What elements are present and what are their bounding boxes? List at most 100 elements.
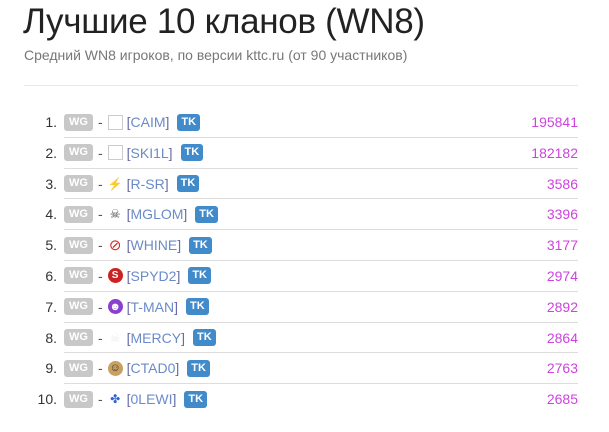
clan-row: 2. WG - [SKI1L] TK 182182 xyxy=(0,138,609,169)
bracket-open: [ xyxy=(126,360,131,377)
clan-tag: R-SR xyxy=(130,175,165,192)
bracket-open: [ xyxy=(126,206,131,223)
tk-badge[interactable]: TK xyxy=(177,113,201,131)
bracket-close: ] xyxy=(172,391,177,408)
clan-row: 10. WG - ✤ [0LEWI] TK 2685 xyxy=(0,384,609,415)
rank: 4. xyxy=(45,206,57,223)
separator: - xyxy=(97,329,103,346)
separator: - xyxy=(97,391,103,408)
clan-tag: 0LEWI xyxy=(130,391,173,408)
bracket-close: ] xyxy=(168,144,173,161)
clan-tag: T-MAN xyxy=(130,298,175,315)
server-badge[interactable]: WG xyxy=(64,329,93,347)
separator: - xyxy=(97,114,103,130)
bracket-open: [ xyxy=(126,144,131,161)
clan-link[interactable]: [0LEWI] xyxy=(127,391,177,407)
tk-badge[interactable]: TK xyxy=(195,205,218,223)
clan-row: 9. WG - ☺ [CTAD0] TK 2763 xyxy=(0,353,609,385)
tk-badge[interactable]: TK xyxy=(188,267,211,285)
wn8-value: 2864 xyxy=(546,329,578,346)
row-divider xyxy=(64,383,578,385)
server-badge[interactable]: WG xyxy=(64,359,93,377)
clan-emblem-lightning-icon: ⚡ xyxy=(107,176,123,191)
clan-row: 6. WG - S [SPYD2] TK 2974 xyxy=(0,261,609,292)
clan-link[interactable]: [CAIM] xyxy=(127,114,170,130)
clan-emblem-cartoon-face-icon: ☺ xyxy=(107,360,123,376)
row-divider xyxy=(64,321,578,323)
tk-badge[interactable]: TK xyxy=(187,359,210,377)
clan-list: 1. WG - [CAIM] TK 195841 2. WG - [SKI1L] TK 182182 3… xyxy=(0,107,609,415)
wn8-value: 2974 xyxy=(546,267,578,284)
row-divider xyxy=(64,259,578,261)
tk-badge[interactable]: TK xyxy=(185,298,209,316)
server-badge[interactable]: WG xyxy=(64,236,93,254)
server-badge[interactable]: WG xyxy=(64,175,93,193)
separator: - xyxy=(97,267,103,284)
bracket-close: ] xyxy=(175,360,180,377)
clan-tag: SPYD2 xyxy=(130,267,177,284)
divider xyxy=(24,85,578,86)
clan-emblem-placeholder-icon xyxy=(107,114,123,130)
server-badge[interactable]: WG xyxy=(64,267,93,285)
clan-link[interactable]: [MERCY] xyxy=(127,330,185,346)
tk-badge[interactable]: TK xyxy=(184,390,208,408)
rank: 5. xyxy=(45,237,57,254)
rank: 10. xyxy=(37,391,57,408)
wn8-value: 182182 xyxy=(531,144,578,161)
bracket-open: [ xyxy=(126,391,131,408)
bracket-open: [ xyxy=(126,329,131,346)
bracket-close: ] xyxy=(174,298,178,315)
tk-badge[interactable]: TK xyxy=(176,175,200,193)
bracket-close: ] xyxy=(164,175,169,192)
clan-link[interactable]: [T-MAN] xyxy=(127,299,178,315)
clan-link[interactable]: [MGLOM] xyxy=(127,206,188,222)
tk-badge[interactable]: TK xyxy=(180,144,204,162)
clan-row: 1. WG - [CAIM] TK 195841 xyxy=(0,107,609,138)
clan-tag: MGLOM xyxy=(130,206,184,223)
rank: 8. xyxy=(45,329,57,346)
clan-emblem-skull-icon: ☠ xyxy=(109,207,121,222)
server-badge[interactable]: WG xyxy=(64,144,93,162)
server-badge[interactable]: WG xyxy=(64,205,93,223)
clan-tag: CAIM xyxy=(130,114,166,130)
clan-link[interactable]: [R-SR] xyxy=(127,176,169,192)
wn8-value: 3586 xyxy=(546,175,578,192)
bracket-close: ] xyxy=(176,267,181,284)
wn8-value: 2763 xyxy=(546,360,578,377)
clan-emblem-placeholder-icon xyxy=(107,145,123,161)
clan-link[interactable]: [WHINE] xyxy=(127,237,181,253)
server-badge[interactable]: WG xyxy=(64,298,93,316)
clan-emblem-purple-face-icon: ☻ xyxy=(107,299,123,315)
separator: - xyxy=(97,237,103,254)
row-divider xyxy=(64,290,578,292)
clan-link[interactable]: [CTAD0] xyxy=(127,360,180,376)
separator: - xyxy=(97,144,103,161)
row-divider xyxy=(64,229,578,231)
page-title: Лучшие 10 кланов (WN8) xyxy=(23,2,425,41)
bracket-open: [ xyxy=(126,114,131,130)
rank: 3. xyxy=(45,175,57,192)
rank: 6. xyxy=(45,267,57,284)
clan-emblem-s-letter-icon: S xyxy=(107,268,123,284)
wn8-value: 2685 xyxy=(546,391,578,408)
tk-badge[interactable]: TK xyxy=(189,236,212,254)
bracket-open: [ xyxy=(126,267,131,284)
row-divider xyxy=(64,352,578,354)
clan-link[interactable]: [SKI1L] xyxy=(127,145,173,161)
rank: 1. xyxy=(45,114,57,130)
tk-badge[interactable]: TK xyxy=(192,329,216,347)
server-badge[interactable]: WG xyxy=(64,113,93,131)
clan-link[interactable]: [SPYD2] xyxy=(127,268,181,284)
bracket-close: ] xyxy=(165,114,170,130)
bracket-close: ] xyxy=(181,329,185,346)
server-badge[interactable]: WG xyxy=(64,390,93,408)
clan-tag: MERCY xyxy=(130,329,182,346)
row-divider xyxy=(64,198,578,200)
clan-emblem-faded-skull-icon: ☠ xyxy=(109,330,121,345)
clan-emblem-pacifier-icon: ✤ xyxy=(110,392,121,407)
row-divider xyxy=(64,167,578,169)
clan-row: 3. WG - ⚡ [R-SR] TK 3586 xyxy=(0,169,609,200)
rank: 9. xyxy=(45,360,57,377)
bracket-open: [ xyxy=(126,175,131,192)
clan-tag: WHINE xyxy=(130,237,178,254)
